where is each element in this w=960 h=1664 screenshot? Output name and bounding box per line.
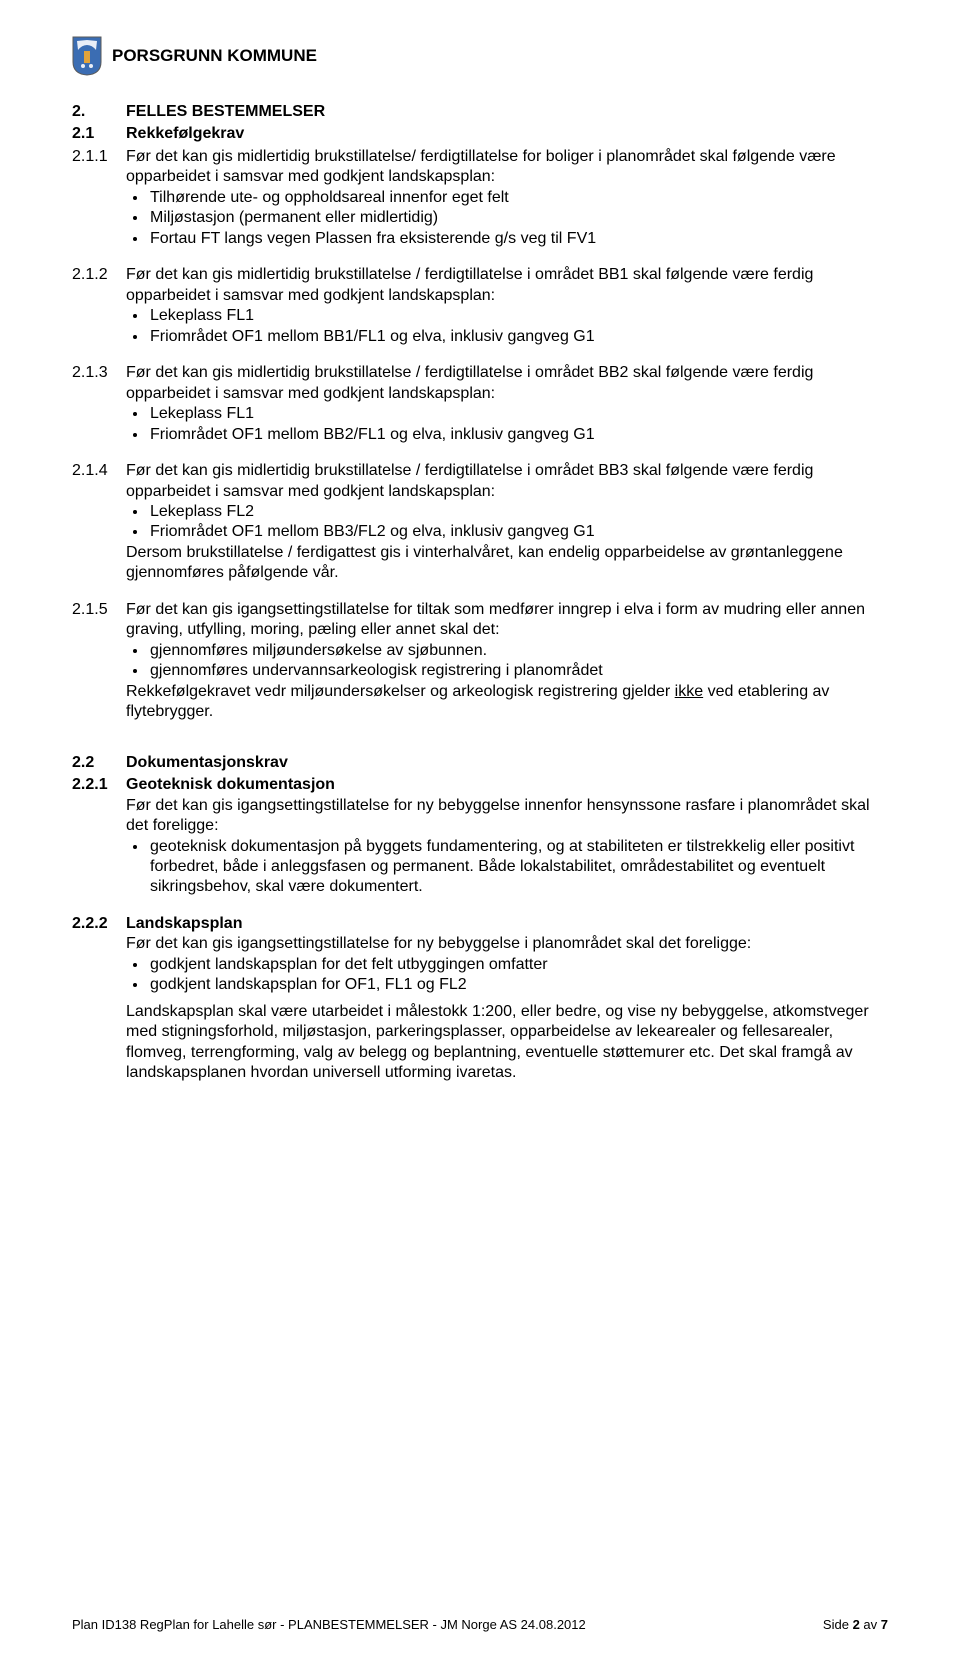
section-2-1-1: 2.1.1 Før det kan gis midlertidig brukst… (72, 147, 888, 249)
page-number: 2 (853, 1617, 860, 1632)
footer: Plan ID138 RegPlan for Lahelle sør - PLA… (72, 1617, 888, 1634)
heading-landskapsplan: Landskapsplan (126, 914, 888, 934)
bullet-item: godkjent landskapsplan for OF1, FL1 og F… (148, 975, 888, 995)
body: Før det kan gis midlertidig brukstillate… (126, 363, 888, 445)
para: Dersom brukstillatelse / ferdigattest gi… (126, 543, 888, 584)
num: 2.1.2 (72, 265, 126, 285)
body: Geoteknisk dokumentasjon Før det kan gis… (126, 775, 888, 898)
bullet-list: Tilhørende ute- og oppholdsareal innenfo… (126, 188, 888, 249)
bullet-item: Friområdet OF1 mellom BB1/FL1 og elva, i… (148, 327, 888, 347)
org-name: PORSGRUNN KOMMUNE (112, 45, 317, 67)
heading-dokumentasjonskrav: Dokumentasjonskrav (126, 753, 888, 773)
bullet-item: Friområdet OF1 mellom BB3/FL2 og elva, i… (148, 522, 888, 542)
text: av (860, 1617, 881, 1632)
num: 2.1.3 (72, 363, 126, 383)
section-2-2-1: 2.2.1 Geoteknisk dokumentasjon Før det k… (72, 775, 888, 898)
bullet-list: Lekeplass FL1 Friområdet OF1 mellom BB1/… (126, 306, 888, 347)
section-2: 2. FELLES BESTEMMELSER (72, 102, 888, 122)
section-2-1-3: 2.1.3 Før det kan gis midlertidig brukst… (72, 363, 888, 445)
bullet-item: geoteknisk dokumentasjon på byggets fund… (148, 837, 888, 898)
text: Rekkefølgekravet vedr miljøundersøkelser… (126, 683, 675, 700)
bullet-list: Lekeplass FL2 Friområdet OF1 mellom BB3/… (126, 502, 888, 543)
num: 2.2 (72, 753, 126, 773)
para: Før det kan gis midlertidig brukstillate… (126, 461, 888, 502)
para: Før det kan gis midlertidig brukstillate… (126, 147, 888, 188)
body: Før det kan gis midlertidig brukstillate… (126, 265, 888, 347)
footer-left: Plan ID138 RegPlan for Lahelle sør - PLA… (72, 1617, 586, 1634)
num: 2.1.5 (72, 600, 126, 620)
body: Før det kan gis midlertidig brukstillate… (126, 147, 888, 249)
header: PORSGRUNN KOMMUNE (72, 36, 888, 76)
bullet-item: godkjent landskapsplan for det felt utby… (148, 955, 888, 975)
bullet-item: Lekeplass FL1 (148, 306, 888, 326)
section-2-1-4: 2.1.4 Før det kan gis midlertidig brukst… (72, 461, 888, 584)
bullet-list: gjennomføres miljøundersøkelse av sjøbun… (126, 641, 888, 682)
page: PORSGRUNN KOMMUNE 2. FELLES BESTEMMELSER… (0, 0, 960, 1664)
heading-rekkefolgekrav: Rekkefølgekrav (126, 124, 888, 144)
heading-geoteknisk: Geoteknisk dokumentasjon (126, 775, 888, 795)
footer-page: Side 2 av 7 (823, 1617, 888, 1634)
bullet-item: Lekeplass FL2 (148, 502, 888, 522)
para: Før det kan gis igangsettingstillatelse … (126, 796, 888, 837)
bullet-item: Fortau FT langs vegen Plassen fra eksist… (148, 229, 888, 249)
body: Landskapsplan Før det kan gis igangsetti… (126, 914, 888, 1084)
bullet-item: Miljøstasjon (permanent eller midlertidi… (148, 208, 888, 228)
num: 2. (72, 102, 126, 122)
bullet-item: gjennomføres undervannsarkeologisk regis… (148, 661, 888, 681)
shield-icon (72, 36, 102, 76)
bullet-item: gjennomføres miljøundersøkelse av sjøbun… (148, 641, 888, 661)
body: Før det kan gis igangsettingstillatelse … (126, 600, 888, 723)
body: Før det kan gis midlertidig brukstillate… (126, 461, 888, 584)
para: Før det kan gis midlertidig brukstillate… (126, 265, 888, 306)
section-2-2-2: 2.2.2 Landskapsplan Før det kan gis igan… (72, 914, 888, 1084)
heading-felles: FELLES BESTEMMELSER (126, 102, 888, 122)
bullet-item: Tilhørende ute- og oppholdsareal innenfo… (148, 188, 888, 208)
text: Side (823, 1617, 853, 1632)
para: Før det kan gis midlertidig brukstillate… (126, 363, 888, 404)
bullet-item: Friområdet OF1 mellom BB2/FL1 og elva, i… (148, 425, 888, 445)
section-2-1-5: 2.1.5 Før det kan gis igangsettingstilla… (72, 600, 888, 723)
section-2-1-2: 2.1.2 Før det kan gis midlertidig brukst… (72, 265, 888, 347)
para: Rekkefølgekravet vedr miljøundersøkelser… (126, 682, 888, 723)
section-2-1: 2.1 Rekkefølgekrav (72, 124, 888, 144)
bullet-list: geoteknisk dokumentasjon på byggets fund… (126, 837, 888, 898)
page-total: 7 (881, 1617, 888, 1632)
bullet-list: Lekeplass FL1 Friområdet OF1 mellom BB2/… (126, 404, 888, 445)
para: Før det kan gis igangsettingstillatelse … (126, 934, 888, 954)
bullet-item: Lekeplass FL1 (148, 404, 888, 424)
num: 2.1 (72, 124, 126, 144)
num: 2.2.2 (72, 914, 126, 934)
text-underline: ikke (675, 683, 703, 700)
num: 2.2.1 (72, 775, 126, 795)
para: Før det kan gis igangsettingstillatelse … (126, 600, 888, 641)
section-2-2: 2.2 Dokumentasjonskrav (72, 753, 888, 773)
para: Landskapsplan skal være utarbeidet i mål… (126, 1002, 888, 1084)
bullet-list: godkjent landskapsplan for det felt utby… (126, 955, 888, 996)
num: 2.1.1 (72, 147, 126, 167)
num: 2.1.4 (72, 461, 126, 481)
